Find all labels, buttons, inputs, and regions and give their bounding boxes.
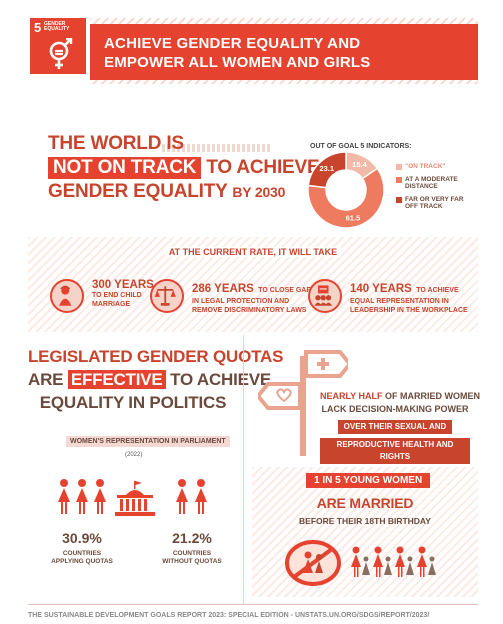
vertical-divider <box>243 335 244 605</box>
without-quotas-pct: 21.2% <box>172 530 212 546</box>
with-quotas-label1: COUNTRIES <box>62 550 102 557</box>
not-on-track-box: NOT ON TRACK <box>48 157 202 179</box>
quotas-line2: ARE EFFECTIVE TO ACHIEVE <box>28 368 271 391</box>
decision-line2: LACK DECISION-MAKING POWER <box>321 404 469 414</box>
rate-title: AT THE CURRENT RATE, IT WILL TAKE <box>28 247 478 257</box>
couples-icon <box>351 546 436 577</box>
donut-label-1: 61.5 <box>346 214 361 223</box>
donut-slice-2 <box>307 151 347 189</box>
headline-line2: NOT ON TRACK TO ACHIEVE <box>48 156 320 180</box>
donut-label-0: 15.4 <box>352 160 367 169</box>
decision-box2: REPRODUCTIVE HEALTH AND RIGHTS <box>320 438 470 464</box>
title-decoration <box>162 144 272 152</box>
decision-line1: NEARLY HALF OF MARRIED WOMEN <box>320 390 480 403</box>
stat2-small: TO CLOSE GAPS <box>258 287 316 294</box>
stat2-line2: REMOVE DISCRIMINATORY LAWS <box>192 307 307 314</box>
donut-label-2: 23.1 <box>319 164 334 173</box>
no-child-marriage-icon <box>285 540 341 586</box>
donut-slice-1 <box>307 167 385 229</box>
legend-item-2: FAR OR VERY FAR OFF TRACK <box>396 196 476 211</box>
stat2-years: 286 YEARS <box>192 283 254 295</box>
stat1-line1: TO END CHILD <box>92 292 142 299</box>
stat2-text: 286 YEARS TO CLOSE GAPS IN LEGAL PROTECT… <box>192 279 316 315</box>
headline-line3: GENDER EQUALITY BY 2030 <box>48 180 288 204</box>
footer: THE SUSTAINABLE DEVELOPMENT GOALS REPORT… <box>28 612 430 619</box>
gender-quotas: LEGISLATED GENDER QUOTAS ARE EFFECTIVE T… <box>28 345 284 414</box>
with-quotas-label2: APPLYING QUOTAS <box>51 558 113 565</box>
headline: THE WORLD IS NOT ON TRACK TO ACHIEVE GEN… <box>48 132 320 204</box>
legend-swatch-0 <box>396 164 402 170</box>
indicators-label: OUT OF GOAL 5 INDICATORS: <box>310 143 412 150</box>
stat1-line2: MARRIAGE <box>92 301 131 308</box>
header-title-line1: ACHIEVE GENDER EQUALITY AND <box>104 35 361 52</box>
indicators-legend: "ON TRACK" AT A MODERATE DISTANCE FAR OR V… <box>396 163 476 216</box>
quotas-line3: EQUALITY IN POLITICS <box>39 393 227 412</box>
headline-line2-rest: TO ACHIEVE <box>206 157 320 178</box>
two-women-icon <box>176 479 207 514</box>
are-married: ARE MARRIED <box>316 495 414 511</box>
child-marriage-band: 1 IN 5 YOUNG WOMEN ARE MARRIED BEFORE TH… <box>252 467 478 597</box>
stat3-line1: EQUAL REPRESENTATION IN <box>350 298 449 305</box>
bride-icon <box>50 279 84 313</box>
quotas-are: ARE <box>28 370 64 389</box>
goal-5-badge: 5 GENDER EQUALITY <box>30 18 86 74</box>
header-title-line2: EMPOWER ALL WOMEN AND GIRLS <box>104 54 371 71</box>
stat2-line1: IN LEGAL PROTECTION AND <box>192 298 290 305</box>
decision-making: NEARLY HALF OF MARRIED WOMEN LACK DECISI… <box>320 390 480 464</box>
footer-divider <box>28 604 478 605</box>
effective-box: EFFECTIVE <box>67 370 166 389</box>
legend-label-1: AT A MODERATE DISTANCE <box>405 175 458 191</box>
leadership-icon <box>308 279 342 313</box>
nearly-half: NEARLY HALF <box>320 391 383 401</box>
legend-item-1: AT A MODERATE DISTANCE <box>396 176 476 191</box>
womens-representation-label: WOMEN'S REPRESENTATION IN PARLIAMENT <box>66 436 230 447</box>
goal-label: GENDER EQUALITY <box>44 21 70 32</box>
rate-title-text: AT THE CURRENT RATE, IT WILL TAKE <box>164 247 342 257</box>
representation-year: (2022) <box>125 452 143 458</box>
legend-label-2: FAR OR VERY FAR OFF TRACK <box>405 195 464 211</box>
header: 5 GENDER EQUALITY ACHIEVE GENDER EQUALIT… <box>30 18 478 84</box>
quotas-to-achieve: TO ACHIEVE <box>170 370 272 389</box>
stat1-text: 300 YEARS TO END CHILD MARRIAGE <box>92 279 154 309</box>
header-title-box: ACHIEVE GENDER EQUALITY AND EMPOWER ALL … <box>90 24 478 80</box>
one-in-five-box: 1 IN 5 YOUNG WOMEN <box>306 473 431 488</box>
with-quotas-pct: 30.9% <box>62 530 102 546</box>
of-married-women: OF MARRIED WOMEN <box>385 391 481 401</box>
headline-year: BY 2030 <box>232 184 286 200</box>
header-title: ACHIEVE GENDER EQUALITY AND EMPOWER ALL … <box>104 34 371 72</box>
signpost-icon <box>258 350 348 456</box>
three-women-icon <box>58 479 106 514</box>
stat3-years: 140 YEARS <box>350 283 412 295</box>
current-rate-band: AT THE CURRENT RATE, IT WILL TAKE 300 YE… <box>28 237 478 332</box>
stat3-small: TO ACHIEVE <box>416 287 459 294</box>
stat1-years: 300 YEARS <box>92 279 154 291</box>
quotas-line1: LEGISLATED GENDER QUOTAS <box>28 347 284 366</box>
goal-number: 5 <box>34 20 42 35</box>
legend-item-0: "ON TRACK" <box>396 163 476 171</box>
before-18th-birthday: BEFORE THEIR 18TH BIRTHDAY <box>299 516 431 526</box>
scales-icon <box>150 279 184 313</box>
legend-swatch-1 <box>396 176 402 183</box>
with-quotas-label: COUNTRIES APPLYING QUOTAS <box>42 550 122 566</box>
stat3-text: 140 YEARS TO ACHIEVE EQUAL REPRESENTATIO… <box>350 279 468 315</box>
headline-line3-main: GENDER EQUALITY <box>48 181 228 202</box>
gender-equality-icon <box>49 38 73 69</box>
stat3-line2: LEADERSHIP IN THE WORKPLACE <box>350 307 468 314</box>
parliament-icon <box>115 481 155 516</box>
headline-line1: THE WORLD IS <box>48 133 184 154</box>
legend-swatch-2 <box>396 196 402 203</box>
without-quotas-label: COUNTRIES WITHOUT QUOTAS <box>152 550 232 566</box>
without-quotas-label2: WITHOUT QUOTAS <box>162 558 222 565</box>
decision-box1: OVER THEIR SEXUAL AND <box>337 420 453 434</box>
without-quotas-label1: COUNTRIES <box>172 550 212 557</box>
legend-label-0: "ON TRACK" <box>405 163 446 170</box>
indicators-donut: 15.4 61.5 23.1 <box>307 151 385 229</box>
